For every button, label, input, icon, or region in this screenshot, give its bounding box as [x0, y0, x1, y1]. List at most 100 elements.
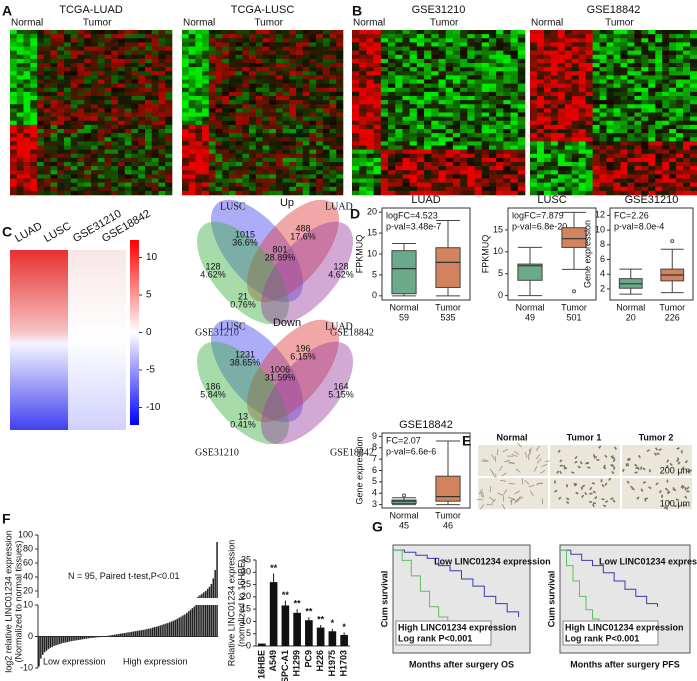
heatmap-cell	[474, 129, 483, 134]
heatmap-cell	[634, 91, 642, 97]
heatmap-cell	[269, 153, 277, 159]
heatmap-cell	[70, 58, 78, 64]
heatmap-cell	[23, 190, 31, 196]
heatmap-cell	[452, 182, 461, 188]
colorbar-tick-label: 10	[146, 252, 158, 263]
heatmap-cell	[202, 67, 210, 72]
heatmap-cell	[496, 91, 504, 97]
heatmap-cell	[373, 100, 382, 105]
cell	[677, 461, 681, 465]
heatmap-cell	[676, 58, 684, 64]
cell	[581, 494, 585, 499]
heatmap-cell	[517, 67, 526, 72]
cell	[675, 498, 680, 501]
heatmap-cell	[395, 46, 403, 51]
heatmap-cell	[302, 190, 310, 196]
heatmap-cell	[242, 83, 250, 89]
heatmap-cell	[322, 166, 330, 171]
set-label: GSE31210	[195, 327, 239, 338]
heatmap-cell	[151, 133, 159, 138]
heatmap-cell	[208, 79, 216, 84]
heatmap-cell	[683, 96, 691, 101]
heatmap-cell	[131, 58, 139, 64]
heatmap-cell	[599, 133, 607, 138]
heatmap-cell	[613, 137, 621, 142]
heatmap-cell	[215, 157, 223, 163]
cell	[658, 448, 662, 452]
y-axis-label: Cum survival	[379, 571, 389, 628]
heatmap-cell	[676, 186, 684, 192]
box	[435, 475, 461, 502]
heatmap-cell	[445, 67, 454, 72]
heatmap-cell	[23, 67, 31, 72]
heatmap-cell	[275, 79, 283, 84]
heatmap-cell	[275, 108, 283, 113]
heatmap-cell	[557, 83, 566, 89]
heatmap-cell	[424, 91, 432, 97]
heatmap-cell	[322, 190, 330, 196]
heatmap-cell	[208, 75, 216, 80]
bar	[316, 627, 325, 646]
heatmap-cell	[620, 141, 628, 146]
heatmap-cell	[262, 178, 270, 183]
heatmap-cell	[669, 79, 677, 84]
heatmap-cell	[329, 91, 337, 97]
heatmap-cell	[578, 87, 586, 93]
heatmap-cell	[585, 34, 593, 39]
heatmap-cell	[416, 87, 425, 93]
heatmap-cell	[366, 75, 374, 80]
heatmap-cell	[467, 174, 475, 179]
heatmap-cell	[359, 38, 367, 43]
heatmap-cell	[302, 75, 310, 80]
group-label: Low expression	[43, 656, 106, 666]
heatmap-cell	[275, 153, 283, 159]
bar	[60, 636, 63, 644]
heatmap-cell	[503, 120, 511, 126]
heatmap-cell	[289, 145, 297, 150]
heatmap-cell	[488, 170, 497, 175]
heatmap-cell	[23, 166, 31, 171]
heatmap-cell	[222, 75, 230, 80]
heatmap-cell	[242, 116, 250, 122]
heatmap-cell	[249, 87, 257, 93]
heatmap-cell	[467, 178, 475, 183]
heatmap-cell	[676, 116, 684, 122]
heatmap-cell	[627, 120, 635, 126]
heatmap-cell	[43, 149, 51, 155]
heatmap-cell	[613, 141, 621, 146]
heatmap-cell	[309, 96, 317, 101]
heatmap-cell	[380, 75, 389, 80]
heatmap-cell	[352, 120, 360, 126]
heatmap-cell	[70, 141, 78, 146]
y-tick-label: 20	[241, 591, 251, 601]
heatmap-cell	[57, 186, 65, 192]
heatmap-cell	[322, 174, 330, 179]
heatmap-cell	[467, 170, 475, 175]
heatmap-cell	[118, 104, 126, 109]
heatmap-cell	[627, 108, 635, 113]
heatmap-cell	[138, 153, 146, 159]
heatmap-cell	[592, 112, 600, 117]
heatmap-cell	[543, 190, 552, 196]
heatmap-cell	[296, 137, 304, 142]
heatmap-cell	[275, 42, 283, 47]
heatmap-cell	[503, 166, 511, 171]
heatmap-cell	[131, 116, 139, 122]
heatmap-cell	[131, 190, 139, 196]
heatmap-cell	[118, 166, 126, 171]
heatmap-cell	[388, 166, 396, 171]
heatmap-cell	[620, 120, 628, 126]
heatmap-cell	[510, 153, 519, 159]
heatmap-cell	[388, 58, 396, 64]
heatmap-cell	[97, 170, 105, 175]
heatmap-cell	[460, 67, 468, 72]
heatmap-cell	[496, 104, 504, 109]
x-tick-label: Tumor	[659, 302, 685, 312]
heatmap-cell	[242, 46, 250, 51]
heatmap-cell	[70, 129, 78, 134]
heatmap-cell	[373, 112, 382, 117]
heatmap-cell	[669, 91, 677, 97]
heatmap-cell	[275, 124, 283, 130]
heatmap-cell	[16, 30, 24, 35]
heatmap-cell	[309, 54, 317, 60]
